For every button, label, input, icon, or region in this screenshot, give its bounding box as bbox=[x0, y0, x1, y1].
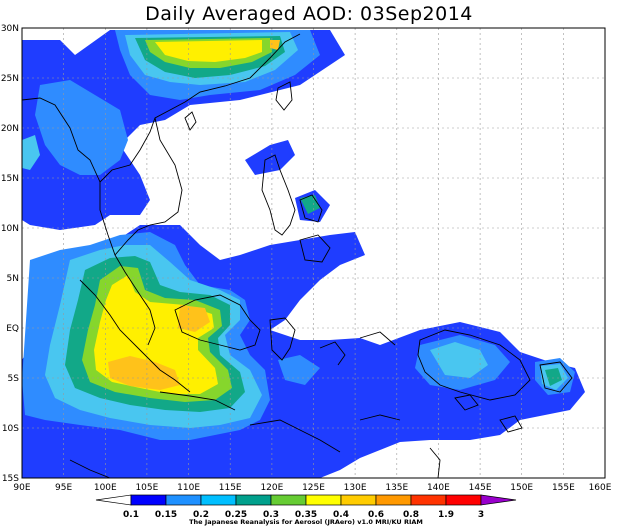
x-tick-label: 90E bbox=[13, 483, 30, 493]
colorbar-label: 0.1 bbox=[123, 510, 139, 520]
colorbar-label: 1.9 bbox=[438, 510, 454, 520]
aod-level-0.4 bbox=[108, 40, 280, 390]
x-tick-label: 95E bbox=[55, 483, 72, 493]
colorbar-segment bbox=[480, 494, 517, 506]
colorbar-label: 3 bbox=[478, 510, 484, 520]
x-tick-label: 115E bbox=[219, 483, 242, 493]
colorbar-segment bbox=[200, 494, 237, 506]
colorbar-label: 0.3 bbox=[263, 510, 279, 520]
y-tick-label: 15N bbox=[1, 174, 19, 184]
x-tick-label: 135E bbox=[385, 483, 408, 493]
colorbar: 0.1 0.15 0.2 0.25 0.3 0.35 0.4 0.6 0.8 1… bbox=[95, 494, 517, 520]
y-tick-label: 5S bbox=[8, 374, 20, 384]
colorbar-segment bbox=[375, 494, 412, 506]
colorbar-label: 0.2 bbox=[193, 510, 209, 520]
y-tick-label: 30N bbox=[1, 24, 19, 34]
colorbar-segment bbox=[445, 494, 482, 506]
x-tick-label: 145E bbox=[469, 483, 492, 493]
colorbar-label: 0.25 bbox=[225, 510, 247, 520]
coastlines bbox=[22, 33, 573, 478]
y-tick-label: EQ bbox=[6, 324, 19, 334]
colorbar-label: 0.8 bbox=[403, 510, 419, 520]
map-area bbox=[21, 27, 606, 479]
colorbar-segment bbox=[340, 494, 377, 506]
y-tick-label: 25N bbox=[1, 74, 19, 84]
credit-line: The Japanese Reanalysis for Aerosol (JRA… bbox=[189, 518, 423, 526]
x-tick-label: 100E bbox=[94, 483, 117, 493]
colorbar-segment bbox=[305, 494, 342, 506]
graticule bbox=[22, 28, 605, 478]
colorbar-segment bbox=[270, 494, 307, 506]
x-tick-label: 120E bbox=[260, 483, 283, 493]
x-tick-label: 160E bbox=[589, 483, 612, 493]
colorbar-label: 0.35 bbox=[295, 510, 317, 520]
y-axis-ticks: 30N 25N 20N 15N 10N 5N EQ 5S 10S 15S bbox=[1, 24, 19, 484]
colorbar-segment bbox=[235, 494, 272, 506]
x-tick-label: 130E bbox=[344, 483, 367, 493]
map-title: Daily Averaged AOD: 03Sep2014 bbox=[145, 3, 473, 25]
map-frame bbox=[21, 27, 606, 479]
y-tick-label: 15S bbox=[2, 474, 19, 484]
y-tick-label: 10N bbox=[1, 224, 19, 234]
x-axis-ticks: 90E 95E 100E 105E 110E 115E 120E 125E 13… bbox=[13, 483, 611, 493]
x-tick-label: 105E bbox=[135, 483, 158, 493]
colorbar-label: 0.4 bbox=[333, 510, 349, 520]
colorbar-segment bbox=[410, 494, 447, 506]
y-tick-label: 5N bbox=[7, 274, 19, 284]
colorbar-label: 0.6 bbox=[368, 510, 384, 520]
y-tick-label: 10S bbox=[2, 424, 19, 434]
y-tick-label: 20N bbox=[1, 124, 19, 134]
x-tick-label: 125E bbox=[302, 483, 325, 493]
x-tick-label: 110E bbox=[177, 483, 200, 493]
colorbar-segment bbox=[95, 494, 132, 506]
colorbar-segment bbox=[165, 494, 202, 506]
colorbar-segment bbox=[130, 494, 167, 506]
x-tick-label: 140E bbox=[427, 483, 450, 493]
x-tick-label: 155E bbox=[552, 483, 575, 493]
colorbar-label: 0.15 bbox=[155, 510, 177, 520]
x-tick-label: 150E bbox=[510, 483, 533, 493]
